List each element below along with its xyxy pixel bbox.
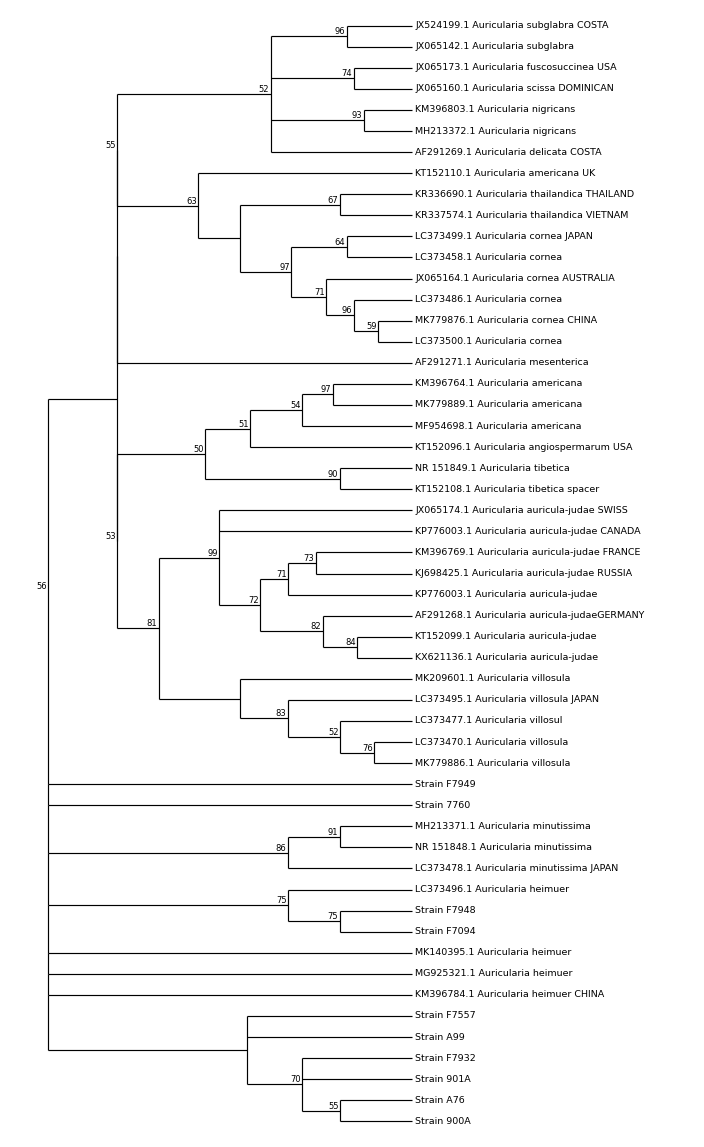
Text: Strain 7760: Strain 7760 — [415, 801, 470, 810]
Text: KX621136.1 Auricularia auricula-judae: KX621136.1 Auricularia auricula-judae — [415, 654, 598, 662]
Text: 83: 83 — [276, 709, 287, 718]
Text: KR337574.1 Auricularia thailandica VIETNAM: KR337574.1 Auricularia thailandica VIETN… — [415, 211, 629, 220]
Text: 54: 54 — [290, 401, 301, 411]
Text: KT152108.1 Auricularia tibetica spacer: KT152108.1 Auricularia tibetica spacer — [415, 485, 599, 493]
Text: 67: 67 — [327, 196, 339, 205]
Text: 73: 73 — [303, 554, 314, 563]
Text: 74: 74 — [341, 69, 352, 78]
Text: Strain 901A: Strain 901A — [415, 1075, 471, 1084]
Text: LC373478.1 Auricularia minutissima JAPAN: LC373478.1 Auricularia minutissima JAPAN — [415, 864, 618, 873]
Text: 91: 91 — [328, 828, 339, 837]
Text: 97: 97 — [279, 263, 290, 272]
Text: LC373495.1 Auricularia villosula JAPAN: LC373495.1 Auricularia villosula JAPAN — [415, 695, 599, 704]
Text: KM396764.1 Auricularia americana: KM396764.1 Auricularia americana — [415, 380, 582, 389]
Text: Strain A99: Strain A99 — [415, 1032, 465, 1041]
Text: 96: 96 — [341, 306, 352, 315]
Text: 90: 90 — [328, 469, 339, 478]
Text: 96: 96 — [334, 28, 346, 37]
Text: 63: 63 — [186, 197, 197, 205]
Text: 76: 76 — [362, 743, 373, 752]
Text: LC373458.1 Auricularia cornea: LC373458.1 Auricularia cornea — [415, 253, 562, 262]
Text: 56: 56 — [37, 583, 47, 592]
Text: AF291268.1 Auricularia auricula-judaeGERMANY: AF291268.1 Auricularia auricula-judaeGER… — [415, 611, 644, 621]
Text: KT152110.1 Auricularia americana UK: KT152110.1 Auricularia americana UK — [415, 169, 596, 178]
Text: AF291269.1 Auricularia delicata COSTA: AF291269.1 Auricularia delicata COSTA — [415, 148, 602, 157]
Text: 52: 52 — [328, 728, 339, 736]
Text: Strain F7094: Strain F7094 — [415, 927, 476, 936]
Text: KM396803.1 Auricularia nigricans: KM396803.1 Auricularia nigricans — [415, 106, 575, 115]
Text: LC373500.1 Auricularia cornea: LC373500.1 Auricularia cornea — [415, 337, 562, 346]
Text: 72: 72 — [249, 596, 259, 606]
Text: MK779889.1 Auricularia americana: MK779889.1 Auricularia americana — [415, 400, 582, 409]
Text: KT152099.1 Auricularia auricula-judae: KT152099.1 Auricularia auricula-judae — [415, 632, 596, 641]
Text: MK779876.1 Auricularia cornea CHINA: MK779876.1 Auricularia cornea CHINA — [415, 317, 597, 325]
Text: NR 151848.1 Auricularia minutissima: NR 151848.1 Auricularia minutissima — [415, 843, 592, 852]
Text: Strain F7949: Strain F7949 — [415, 780, 476, 789]
Text: 86: 86 — [276, 844, 287, 852]
Text: Strain 900A: Strain 900A — [415, 1117, 471, 1126]
Text: MH213371.1 Auricularia minutissima: MH213371.1 Auricularia minutissima — [415, 822, 591, 830]
Text: 52: 52 — [259, 85, 270, 94]
Text: Strain A76: Strain A76 — [415, 1095, 465, 1105]
Text: JX065142.1 Auricularia subglabra: JX065142.1 Auricularia subglabra — [415, 42, 574, 52]
Text: 93: 93 — [352, 111, 363, 120]
Text: KJ698425.1 Auricularia auricula-judae RUSSIA: KJ698425.1 Auricularia auricula-judae RU… — [415, 569, 632, 578]
Text: JX065173.1 Auricularia fuscosuccinea USA: JX065173.1 Auricularia fuscosuccinea USA — [415, 63, 617, 72]
Text: KP776003.1 Auricularia auricula-judae: KP776003.1 Auricularia auricula-judae — [415, 590, 598, 599]
Text: 97: 97 — [321, 385, 332, 395]
Text: LC373496.1 Auricularia heimuer: LC373496.1 Auricularia heimuer — [415, 885, 570, 894]
Text: 84: 84 — [345, 638, 356, 647]
Text: KM396769.1 Auricularia auricula-judae FRANCE: KM396769.1 Auricularia auricula-judae FR… — [415, 548, 641, 557]
Text: 64: 64 — [334, 237, 346, 247]
Text: Strain F7948: Strain F7948 — [415, 906, 476, 915]
Text: 99: 99 — [207, 548, 218, 557]
Text: 59: 59 — [366, 322, 377, 331]
Text: KM396784.1 Auricularia heimuer CHINA: KM396784.1 Auricularia heimuer CHINA — [415, 990, 604, 999]
Text: JX065164.1 Auricularia cornea AUSTRALIA: JX065164.1 Auricularia cornea AUSTRALIA — [415, 274, 615, 283]
Text: 70: 70 — [290, 1076, 301, 1084]
Text: MG925321.1 Auricularia heimuer: MG925321.1 Auricularia heimuer — [415, 969, 572, 978]
Text: KT152096.1 Auricularia angiospermarum USA: KT152096.1 Auricularia angiospermarum US… — [415, 443, 633, 452]
Text: 82: 82 — [310, 623, 321, 632]
Text: KP776003.1 Auricularia auricula-judae CANADA: KP776003.1 Auricularia auricula-judae CA… — [415, 526, 641, 536]
Text: NR 151849.1 Auricularia tibetica: NR 151849.1 Auricularia tibetica — [415, 463, 570, 473]
Text: Strain F7557: Strain F7557 — [415, 1012, 476, 1021]
Text: MK140395.1 Auricularia heimuer: MK140395.1 Auricularia heimuer — [415, 949, 572, 958]
Text: 75: 75 — [276, 896, 287, 905]
Text: MK779886.1 Auricularia villosula: MK779886.1 Auricularia villosula — [415, 758, 570, 767]
Text: JX065160.1 Auricularia scissa DOMINICAN: JX065160.1 Auricularia scissa DOMINICAN — [415, 85, 614, 93]
Text: LC373499.1 Auricularia cornea JAPAN: LC373499.1 Auricularia cornea JAPAN — [415, 232, 593, 241]
Text: 71: 71 — [314, 288, 325, 297]
Text: LC373470.1 Auricularia villosula: LC373470.1 Auricularia villosula — [415, 738, 568, 747]
Text: 55: 55 — [106, 141, 116, 150]
Text: 53: 53 — [106, 532, 116, 541]
Text: MK209601.1 Auricularia villosula: MK209601.1 Auricularia villosula — [415, 674, 570, 684]
Text: 75: 75 — [328, 912, 339, 921]
Text: JX524199.1 Auricularia subglabra COSTA: JX524199.1 Auricularia subglabra COSTA — [415, 21, 608, 30]
Text: AF291271.1 Auricularia mesenterica: AF291271.1 Auricularia mesenterica — [415, 358, 589, 367]
Text: Strain F7932: Strain F7932 — [415, 1054, 476, 1062]
Text: 51: 51 — [238, 420, 249, 429]
Text: 55: 55 — [328, 1102, 339, 1110]
Text: 81: 81 — [147, 619, 158, 629]
Text: MH213372.1 Auricularia nigricans: MH213372.1 Auricularia nigricans — [415, 126, 576, 135]
Text: JX065174.1 Auricularia auricula-judae SWISS: JX065174.1 Auricularia auricula-judae SW… — [415, 506, 628, 515]
Text: 71: 71 — [276, 570, 287, 579]
Text: KR336690.1 Auricularia thailandica THAILAND: KR336690.1 Auricularia thailandica THAIL… — [415, 189, 634, 198]
Text: LC373477.1 Auricularia villosul: LC373477.1 Auricularia villosul — [415, 717, 562, 726]
Text: MF954698.1 Auricularia americana: MF954698.1 Auricularia americana — [415, 421, 582, 430]
Text: 50: 50 — [193, 445, 203, 454]
Text: LC373486.1 Auricularia cornea: LC373486.1 Auricularia cornea — [415, 295, 562, 304]
